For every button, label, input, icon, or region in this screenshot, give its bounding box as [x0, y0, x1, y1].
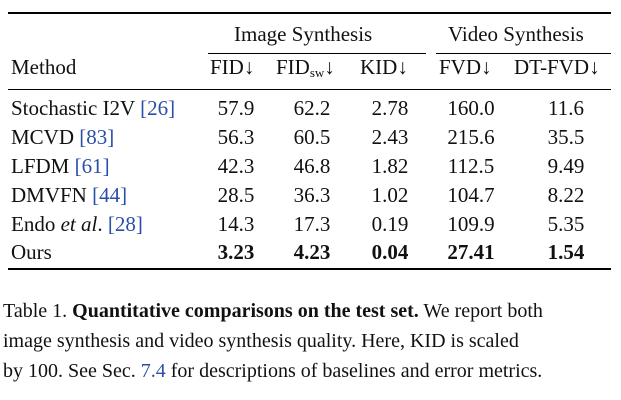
fvd-cell: 109.9: [447, 212, 495, 236]
kid-cell: 0.04: [371, 240, 409, 264]
fid-cell: 14.3: [217, 212, 255, 236]
fid-cell: 56.3: [217, 125, 255, 149]
fid-cell: 3.23: [217, 240, 255, 264]
method-cell: Stochastic I2V [26]: [11, 96, 176, 120]
dt-fvd-cell: 9.49: [547, 154, 585, 178]
dt-fvd-cell: 5.35: [547, 212, 585, 236]
fid-sw-cell: 4.23: [293, 240, 331, 264]
method-cell: MCVD [83]: [11, 125, 115, 149]
fvd-cell: 160.0: [447, 96, 495, 120]
citation-link[interactable]: [26]: [140, 96, 176, 120]
table-header-rule: [8, 89, 611, 90]
fid-sw-cell: 46.8: [293, 154, 331, 178]
dt-fvd-cell: 11.6: [548, 96, 584, 120]
fvd-cell: 27.41: [447, 240, 495, 264]
column-header-fvd: FVD↓: [439, 55, 492, 79]
caption-label: Table 1.: [3, 300, 73, 322]
dt-fvd-cell: 8.22: [547, 183, 585, 207]
fvd-cell: 112.5: [447, 154, 495, 178]
caption-line-3: by 100. See Sec. 7.4 for descriptions of…: [3, 360, 543, 382]
table-caption: Table 1. Quantitative comparisons on the…: [3, 296, 615, 386]
column-header-fid: FID↓: [210, 55, 255, 79]
group-underline-video: [436, 53, 611, 54]
column-header-fid-sw: FIDsw↓: [276, 55, 335, 80]
caption-line-1: Table 1. Quantitative comparisons on the…: [3, 300, 543, 322]
dt-fvd-cell: 35.5: [547, 125, 585, 149]
column-header-dt-fvd: DT-FVD↓: [514, 55, 600, 79]
caption-bold-title: Quantitative comparisons on the test set…: [72, 300, 419, 322]
table-top-rule: [8, 12, 611, 14]
fvd-cell: 104.7: [447, 183, 495, 207]
dt-fvd-cell: 1.54: [547, 240, 585, 264]
caption-line-2: image synthesis and video synthesis qual…: [3, 330, 519, 352]
fid-cell: 28.5: [217, 183, 255, 207]
fid-cell: 57.9: [217, 96, 255, 120]
fid-sw-cell: 17.3: [293, 212, 331, 236]
citation-link[interactable]: [61]: [74, 154, 110, 178]
method-cell: Ours: [11, 240, 52, 264]
column-header-method: Method: [11, 55, 77, 79]
citation-link[interactable]: [28]: [107, 212, 143, 236]
fid-cell: 42.3: [217, 154, 255, 178]
kid-cell: 2.43: [371, 125, 409, 149]
citation-link[interactable]: [83]: [79, 125, 115, 149]
fid-sw-cell: 36.3: [293, 183, 331, 207]
fvd-cell: 215.6: [447, 125, 495, 149]
table-bottom-rule: [8, 268, 611, 270]
kid-cell: 1.82: [371, 154, 409, 178]
citation-link[interactable]: [44]: [92, 183, 128, 207]
column-header-kid: KID↓: [360, 55, 408, 79]
fid-sw-cell: 60.5: [293, 125, 331, 149]
group-underline-image: [208, 53, 426, 54]
section-link[interactable]: 7.4: [140, 360, 166, 382]
kid-cell: 2.78: [371, 96, 409, 120]
method-cell: DMVFN [44]: [11, 183, 128, 207]
method-cell: LFDM [61]: [11, 154, 110, 178]
kid-cell: 1.02: [371, 183, 409, 207]
kid-cell: 0.19: [371, 212, 409, 236]
group-header-video-synthesis: Video Synthesis: [448, 22, 584, 46]
fid-sw-cell: 62.2: [293, 96, 331, 120]
method-cell: Endo et al. [28]: [11, 212, 143, 236]
group-header-image-synthesis: Image Synthesis: [234, 22, 373, 46]
